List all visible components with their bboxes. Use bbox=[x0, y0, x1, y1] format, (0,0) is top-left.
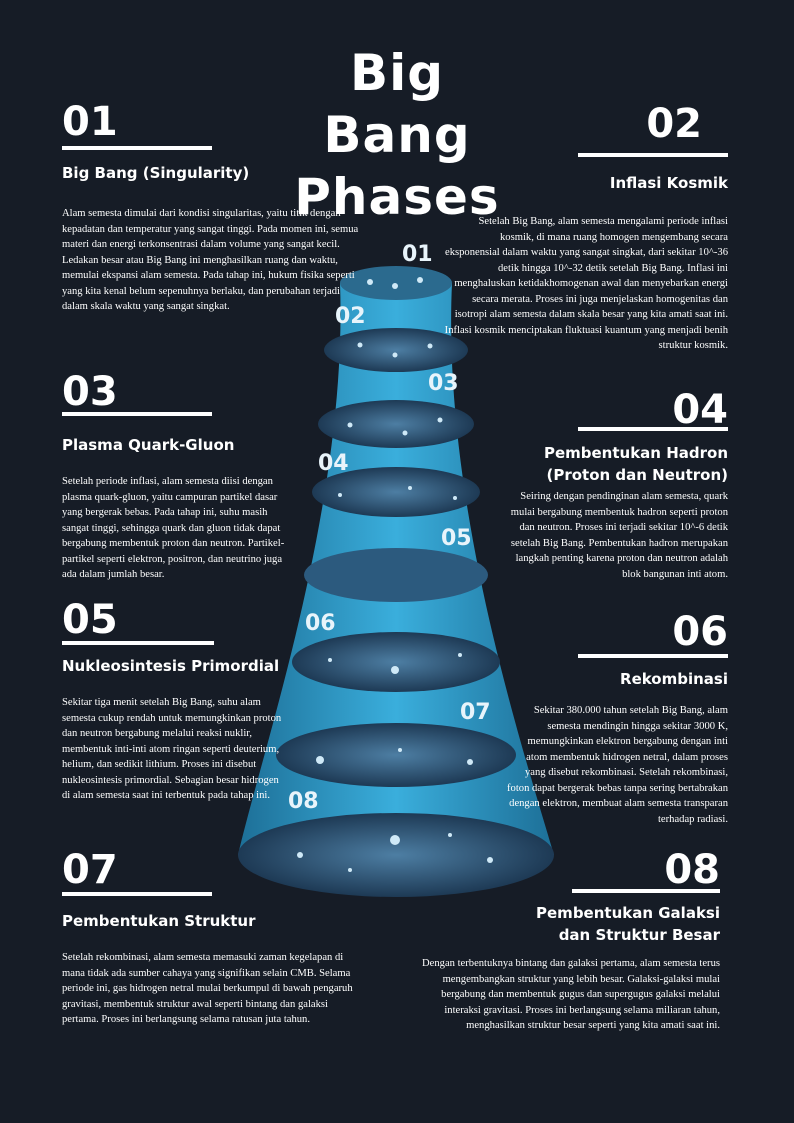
phase-03-number: 03 bbox=[62, 369, 118, 415]
funnel-label-07: 07 bbox=[460, 700, 491, 725]
phase-06-rule bbox=[578, 654, 728, 658]
page-title: Big Bang Phases bbox=[270, 42, 524, 228]
phase-02-number: 02 bbox=[646, 101, 702, 147]
phase-06-number: 06 bbox=[672, 609, 728, 655]
phase-04-heading: Pembentukan Hadron (Proton dan Neutron) bbox=[543, 444, 728, 484]
phase-02-heading: Inflasi Kosmik bbox=[609, 174, 728, 192]
phase-07-number: 07 bbox=[62, 847, 118, 893]
phase-01-text: Alam semesta dimulai dari kondisi singul… bbox=[62, 208, 359, 312]
phase-05-rule bbox=[62, 641, 214, 645]
funnel-label-06: 06 bbox=[305, 611, 336, 636]
phase-disc-02 bbox=[324, 328, 468, 372]
phase-05-text: Sekitar tiga menit setelah Big Bang, suh… bbox=[62, 697, 282, 801]
title-line-2: Phases bbox=[294, 168, 500, 226]
phase-08-heading: Pembentukan Galaksi dan Struktur Besar bbox=[536, 904, 720, 944]
phase-05-heading: Nukleosintesis Primordial bbox=[62, 657, 280, 675]
phase-03-text: Setelah periode inflasi, alam semesta di… bbox=[62, 476, 285, 580]
phase-disc-04 bbox=[312, 467, 480, 517]
phase-05-number: 05 bbox=[62, 597, 118, 643]
phase-02-text: Setelah Big Bang, alam semesta mengalami… bbox=[444, 216, 728, 351]
phase-disc-05 bbox=[304, 548, 488, 602]
phase-07-heading: Pembentukan Struktur bbox=[62, 912, 256, 930]
funnel-label-08: 08 bbox=[288, 789, 319, 814]
phase-disc-06 bbox=[292, 632, 500, 692]
phase-02-rule bbox=[578, 153, 728, 157]
phase-07-rule bbox=[62, 892, 212, 896]
phase-08-number: 08 bbox=[664, 847, 720, 893]
phase-08-text: Dengan terbentuknya bintang dan galaksi … bbox=[422, 958, 720, 1031]
funnel-label-04: 04 bbox=[318, 451, 349, 476]
title-line-1: Big Bang bbox=[323, 44, 471, 164]
phase-disc-03 bbox=[318, 400, 474, 448]
phase-03-rule bbox=[62, 412, 212, 416]
phase-disc-01 bbox=[340, 266, 452, 300]
phase-04-rule bbox=[578, 427, 728, 431]
funnel-label-02: 02 bbox=[335, 304, 366, 329]
phase-04-number: 04 bbox=[672, 387, 728, 433]
funnel-label-01: 01 bbox=[402, 242, 433, 267]
funnel-bottom-disc bbox=[238, 813, 554, 897]
phase-01-rule bbox=[62, 146, 212, 150]
phase-07-text: Setelah rekombinasi, alam semesta memasu… bbox=[62, 952, 353, 1025]
phase-04-text: Seiring dengan pendinginan alam semesta,… bbox=[510, 491, 728, 580]
star-dots bbox=[297, 277, 493, 872]
phase-01-heading: Big Bang (Singularity) bbox=[62, 164, 250, 182]
funnel-label-05: 05 bbox=[441, 526, 472, 551]
phase-disc-07 bbox=[276, 723, 516, 787]
funnel-label-03: 03 bbox=[428, 371, 459, 396]
phase-03-heading: Plasma Quark-Gluon bbox=[62, 436, 235, 454]
phase-06-heading: Rekombinasi bbox=[620, 670, 728, 688]
phase-06-text: Sekitar 380.000 tahun setelah Big Bang, … bbox=[507, 705, 728, 825]
phase-01-number: 01 bbox=[62, 99, 118, 145]
phase-08-rule bbox=[572, 889, 720, 893]
